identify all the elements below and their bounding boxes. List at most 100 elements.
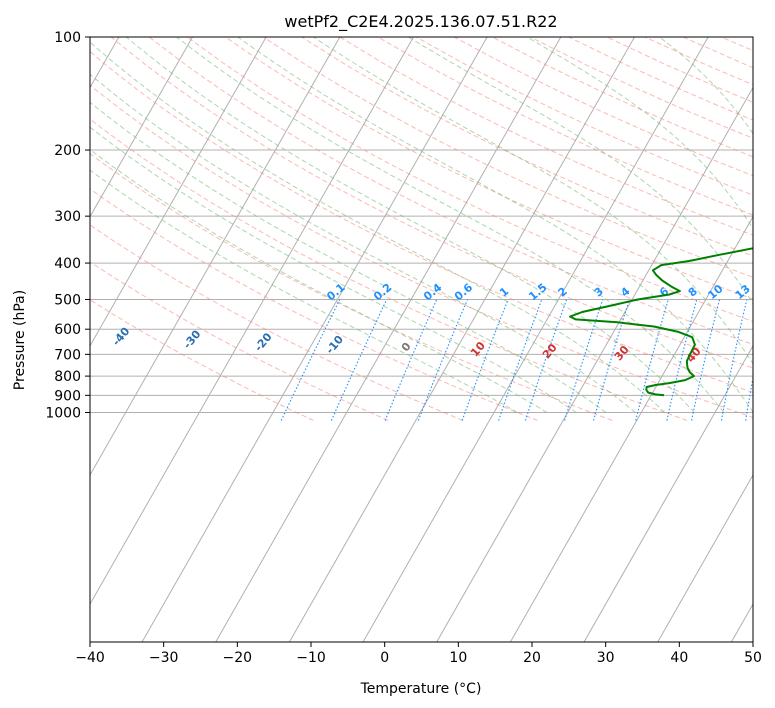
plot-frame xyxy=(89,36,754,643)
mixing-ratio-line xyxy=(280,299,341,421)
y-tick-label: 700 xyxy=(54,347,81,363)
adiabat-label: -40 xyxy=(110,325,133,349)
mixing-ratio-label: 0.2 xyxy=(371,281,394,303)
moist-adiabat-line xyxy=(90,169,518,413)
mixing-ratio-line xyxy=(593,299,630,421)
mixing-ratio-label: 6 xyxy=(657,284,671,299)
dry-adiabat-line xyxy=(110,37,753,369)
mixing-ratio-label: 3 xyxy=(592,285,606,300)
mixing-ratio-line xyxy=(666,299,698,421)
dry-adiabat-line xyxy=(90,299,314,421)
isotherm-line xyxy=(215,37,562,642)
moist-adiabat-line xyxy=(176,37,725,413)
dewpoint-profile-line xyxy=(569,247,753,397)
x-tick-label: 10 xyxy=(449,650,467,666)
mixing-ratio-line xyxy=(330,299,388,421)
y-tick-label: 1000 xyxy=(45,406,81,422)
mixing-ratio-label: 1.5 xyxy=(526,281,549,303)
dry-adiabat-line xyxy=(682,37,753,69)
mixing-ratio-label: 16 xyxy=(755,282,775,302)
x-tick-label: 40 xyxy=(670,650,688,666)
dry-adiabat-line xyxy=(301,37,753,257)
dry-adiabat-line xyxy=(90,152,613,421)
moist-adiabat-line xyxy=(90,41,666,413)
isotherm-line xyxy=(90,37,193,218)
moist-adiabat-line xyxy=(237,37,753,413)
x-tick-label: −10 xyxy=(296,650,326,666)
dry-adiabat-line xyxy=(90,224,464,421)
y-tick-label: 600 xyxy=(54,322,81,338)
x-tick-label: 20 xyxy=(523,650,541,666)
dry-adiabat-line xyxy=(568,37,753,121)
x-tick-label: 30 xyxy=(597,650,615,666)
dry-adiabat-line xyxy=(225,37,753,300)
isotherm-line xyxy=(509,215,753,642)
dry-adiabat-line xyxy=(453,37,753,177)
isotherm-line xyxy=(657,473,753,642)
mixing-ratio-label: 4 xyxy=(618,284,632,299)
dry-adiabat-line xyxy=(759,37,775,421)
mixing-ratio-line xyxy=(498,299,543,421)
isotherm-line xyxy=(583,344,753,642)
mixing-ratio-line xyxy=(461,299,509,421)
y-tick-label: 500 xyxy=(54,292,81,308)
isotherm-line xyxy=(288,37,635,642)
mixing-ratio-line xyxy=(564,299,604,421)
isotherm-line xyxy=(141,37,488,642)
moist-adiabats xyxy=(90,37,775,413)
mixing-ratio-label: 2 xyxy=(556,285,570,300)
mixing-ratio-line xyxy=(417,299,469,421)
mixing-ratio-line xyxy=(745,374,753,421)
dry-adiabat-line xyxy=(720,37,753,52)
y-tick-label: 300 xyxy=(54,209,81,225)
isobar-isotherm-grid xyxy=(90,37,753,642)
chart-title: wetPf2_C2E4.2025.136.07.51.R22 xyxy=(284,12,557,32)
dry-adiabat-line xyxy=(339,37,753,236)
plot-area: 0.10.20.40.611.52346810131620253036-100-… xyxy=(90,37,775,642)
isotherm-line xyxy=(362,37,709,642)
isotherm-line xyxy=(90,37,341,476)
moist-adiabat-line xyxy=(526,37,753,230)
moist-adiabat-line xyxy=(90,73,636,413)
adiabat-label: -30 xyxy=(181,327,204,351)
x-tick-label: −30 xyxy=(149,650,179,666)
y-tick-label: 400 xyxy=(54,256,81,272)
reference-line-labels: 0.10.20.40.611.52346810131620253036-100-… xyxy=(110,281,775,365)
y-tick-label: 900 xyxy=(54,388,81,404)
dry-adiabat-line xyxy=(90,261,389,421)
moist-adiabat-line xyxy=(90,148,548,413)
moist-adiabat-line xyxy=(659,37,753,135)
moist-adiabat-line xyxy=(90,101,607,413)
dry-adiabat-line xyxy=(148,37,753,345)
moist-adiabat-line xyxy=(770,37,775,413)
mixing-ratio-line xyxy=(635,299,669,421)
dry-adiabat-line xyxy=(377,37,753,216)
mixing-ratio-line xyxy=(524,299,568,421)
dry-adiabat-line xyxy=(263,37,753,278)
mixing-ratio-line xyxy=(720,299,748,421)
mixing-ratio-label: 0.1 xyxy=(324,281,347,303)
dry-adiabat-line xyxy=(90,188,538,421)
moist-adiabat-line xyxy=(90,126,577,413)
dry-adiabat-line xyxy=(90,84,753,419)
dry-adiabat-line xyxy=(644,37,753,86)
x-tick-label: −20 xyxy=(223,650,253,666)
adiabat-label: -20 xyxy=(252,330,275,354)
moist-adiabat-line xyxy=(408,37,753,305)
dry-adiabat-line xyxy=(90,118,688,421)
x-tick-label: −40 xyxy=(75,650,105,666)
x-tick-label: 0 xyxy=(380,650,389,666)
x-axis-label: Temperature (°C) xyxy=(360,681,482,697)
moist-adiabat-line xyxy=(313,37,753,365)
mixing-ratio-lines xyxy=(280,299,753,421)
y-tick-label: 100 xyxy=(54,30,81,46)
mixing-ratio-line xyxy=(691,299,721,421)
y-axis-label: Pressure (hPa) xyxy=(12,290,28,390)
axis-ticks: −40 −30 −20 −10 0 10 20 30 40 5010020030040050060… xyxy=(45,30,762,666)
profile-series xyxy=(569,247,753,397)
y-tick-label: 800 xyxy=(54,369,81,385)
mixing-ratio-line xyxy=(384,299,438,421)
dry-adiabats xyxy=(90,37,775,421)
dry-adiabat-line xyxy=(187,37,753,323)
